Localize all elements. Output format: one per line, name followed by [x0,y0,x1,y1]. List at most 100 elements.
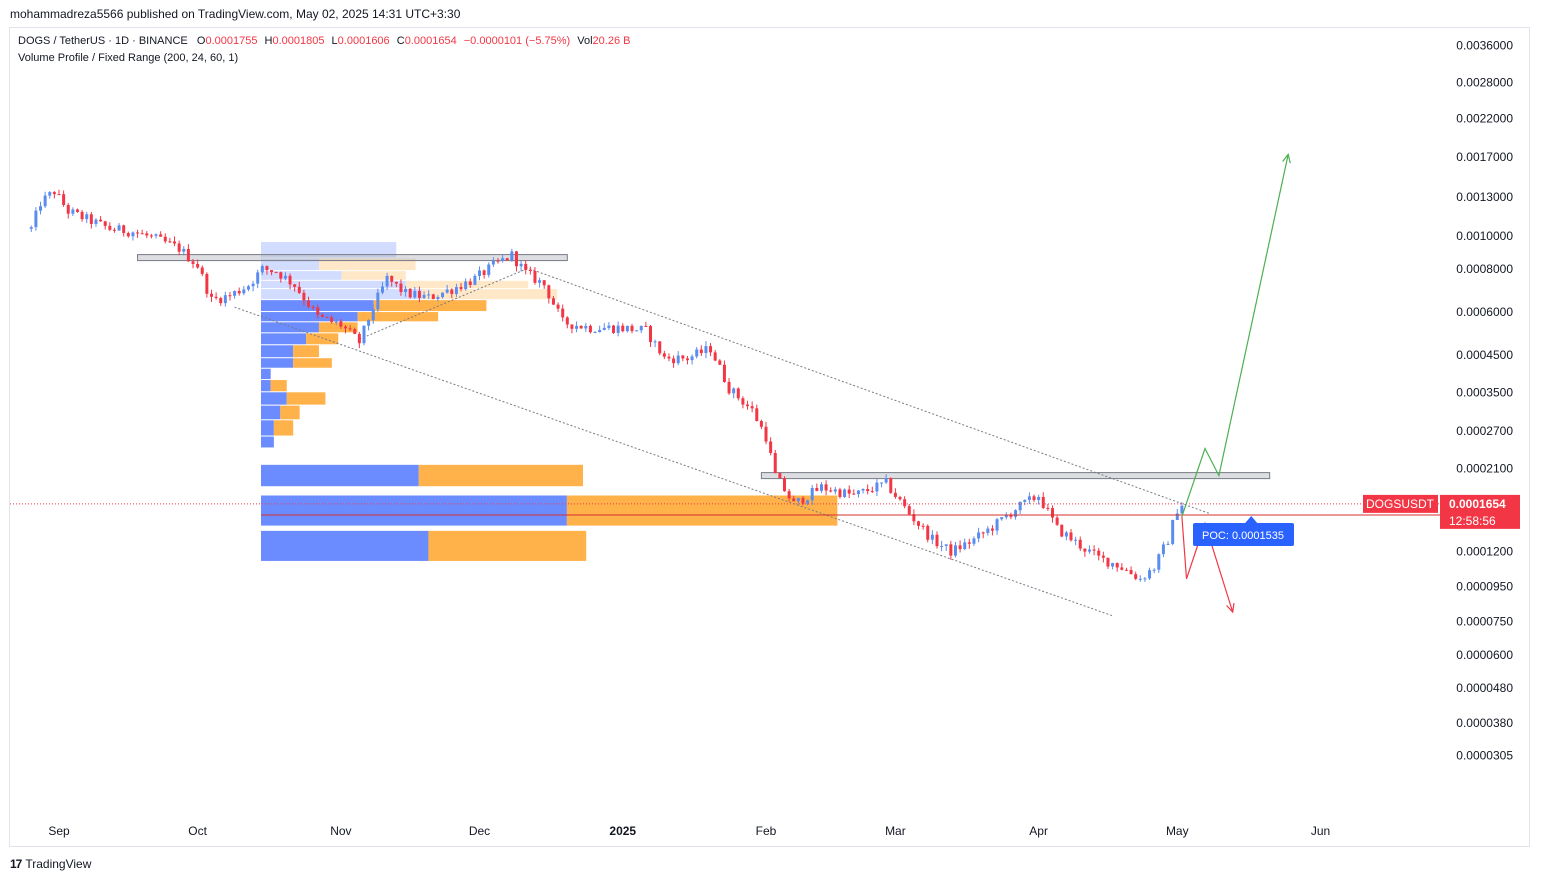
candle-body [773,452,777,474]
change-value: −0.0000101 (−5.75%) [463,35,571,47]
candle-body [427,294,431,296]
candle-body [270,270,274,273]
candle-body [732,388,736,394]
candle-body [875,482,879,492]
candle-body [145,233,149,236]
candle-body [274,272,278,274]
candle-body [662,353,666,357]
high-value: 0.0001805 [272,35,325,47]
candle-body [1004,515,1008,518]
candle-body [940,545,944,547]
symbol-tag-text: DOGSUSDT [1366,497,1435,511]
candle-body [1115,563,1119,568]
close-value: 0.0001654 [404,35,457,47]
candle-body [1143,578,1147,580]
volume-label: Vol [577,35,593,47]
vp-down-bar [341,271,406,280]
candle-body [981,532,985,534]
y-tick-label: 0.0003500 [1456,385,1513,399]
poc-label-box [1193,523,1294,547]
candle-body [473,275,477,285]
candle-body [62,194,66,205]
vp-down-bar [418,464,583,487]
price-tags: DOGSUSDT 0.0001654 12:58:56 POC: 0.0001535 [1193,494,1520,547]
candle-body [584,325,588,329]
candle-body [806,500,810,504]
close-label: C [396,35,405,47]
candle-body [404,288,408,292]
volume-profile [261,242,838,561]
open-label: O [196,35,206,47]
candle-body [436,297,440,299]
vp-up-bar [261,420,274,436]
candle-body [639,325,643,331]
y-tick-label: 0.0008000 [1456,262,1513,276]
candle-body [870,491,874,493]
bull-projection-arrow [1181,154,1289,517]
candle-body [1106,557,1110,567]
candle-body [1037,496,1041,501]
candle-body [524,263,528,270]
candle-body [85,214,89,220]
candle-body [856,490,860,495]
y-tick-label: 0.0022000 [1456,112,1513,126]
channel-lower-line [234,306,1113,617]
candle-body [1041,496,1045,508]
candle-body [89,214,93,224]
vp-up-bar [261,242,397,258]
candle-body [371,309,375,321]
candle-body [29,227,33,229]
candle-body [357,333,361,344]
candle-body [889,478,893,493]
vp-down-bar [373,300,487,312]
candle-body [265,266,269,271]
candle-body [445,289,449,293]
candle-body [1027,496,1031,500]
candle-body [71,209,75,214]
candle-body [967,542,971,544]
candle-body [459,287,463,290]
y-tick-label: 0.0000750 [1456,615,1513,629]
candle-body [320,314,324,317]
candle-body [367,320,371,326]
symbol-name[interactable]: DOGS / TetherUS · 1D · BINANCE [18,35,188,47]
candle-body [1111,563,1115,567]
x-tick-label: Mar [885,824,906,838]
bear-projection-arrow [1181,516,1234,613]
candle-body [417,290,421,298]
candle-body [949,544,953,556]
candle-body [658,341,662,354]
poc-pointer [1245,516,1258,524]
candle-body [112,229,116,231]
candle-body [209,293,213,297]
candle-body [953,545,957,556]
candle-body [995,519,999,531]
y-axis-labels: 0.0036000 0.0028000 0.0022000 0.0017000 0.00… [1456,38,1513,762]
publisher-line: mohammadreza5566 published on TradingVie… [10,7,461,21]
price-lines [10,503,1440,516]
candle-body [685,358,689,361]
candle-body [136,232,140,234]
candle-body [718,360,722,365]
candle-body [570,324,574,329]
candle-body [43,195,47,207]
candle-body [348,328,352,330]
x-tick-label: May [1166,824,1189,838]
candle-body [496,260,500,262]
y-tick-label: 0.0000305 [1456,749,1513,763]
candle-body [1032,496,1036,501]
candle-body [759,421,763,427]
open-value: 0.0001755 [205,35,258,47]
candle-body [866,489,870,492]
footer-brand[interactable]: 17 TradingView [10,857,91,871]
indicator-legend[interactable]: Volume Profile / Fixed Range (200, 24, 6… [18,52,239,64]
candle-body [505,258,509,261]
candle-body [478,270,482,276]
candle-body [339,321,343,327]
vp-up-bar [261,289,422,300]
candle-body [464,281,468,290]
candle-body [205,273,209,294]
candle-body [1051,508,1055,518]
candle-body [648,326,652,343]
